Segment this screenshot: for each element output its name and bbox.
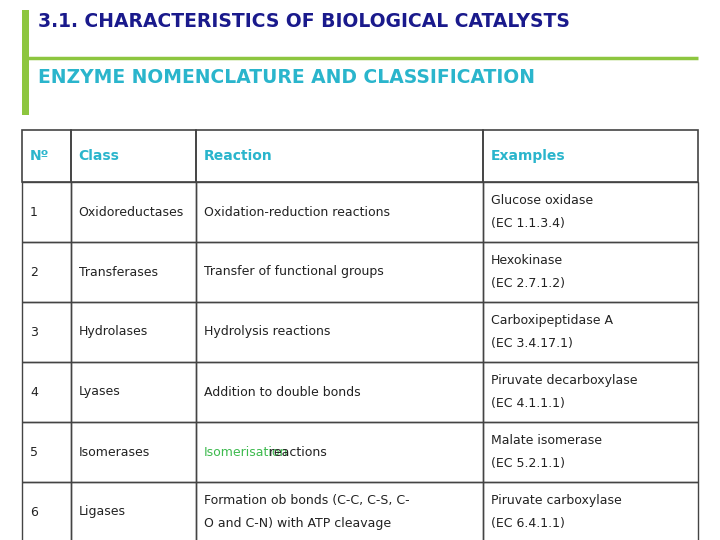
Text: (EC 1.1.3.4): (EC 1.1.3.4) xyxy=(491,217,565,230)
Bar xyxy=(71,130,196,182)
Text: Malate isomerase: Malate isomerase xyxy=(491,434,602,447)
Bar xyxy=(22,130,71,182)
Bar xyxy=(71,422,196,482)
Text: Glucose oxidase: Glucose oxidase xyxy=(491,194,593,207)
Text: Addition to double bonds: Addition to double bonds xyxy=(204,386,360,399)
Text: (EC 6.4.1.1): (EC 6.4.1.1) xyxy=(491,517,565,530)
Bar xyxy=(196,182,483,242)
Text: Hydrolases: Hydrolases xyxy=(78,326,148,339)
Bar xyxy=(483,130,698,182)
Bar xyxy=(71,182,196,242)
Text: Hydrolysis reactions: Hydrolysis reactions xyxy=(204,326,330,339)
Text: Isomerisation: Isomerisation xyxy=(204,446,288,458)
Bar xyxy=(22,242,71,302)
Text: Transfer of functional groups: Transfer of functional groups xyxy=(204,266,384,279)
Text: Transferases: Transferases xyxy=(78,266,158,279)
Bar xyxy=(22,10,29,115)
Bar xyxy=(22,302,71,362)
Text: reactions: reactions xyxy=(264,446,326,458)
Bar xyxy=(196,302,483,362)
Text: Carboxipeptidase A: Carboxipeptidase A xyxy=(491,314,613,327)
Bar xyxy=(196,130,483,182)
Bar xyxy=(196,242,483,302)
Text: Formation ob bonds (C-C, C-S, C-: Formation ob bonds (C-C, C-S, C- xyxy=(204,494,410,507)
Text: Examples: Examples xyxy=(491,149,566,163)
Text: ENZYME NOMENCLATURE AND CLASSIFICATION: ENZYME NOMENCLATURE AND CLASSIFICATION xyxy=(38,68,535,87)
Text: 3.1. CHARACTERISTICS OF BIOLOGICAL CATALYSTS: 3.1. CHARACTERISTICS OF BIOLOGICAL CATAL… xyxy=(38,12,570,31)
Bar xyxy=(71,242,196,302)
Text: 1: 1 xyxy=(30,206,38,219)
Bar xyxy=(22,482,71,540)
Bar xyxy=(483,302,698,362)
Text: 2: 2 xyxy=(30,266,38,279)
Text: 6: 6 xyxy=(30,505,38,518)
Text: Piruvate carboxylase: Piruvate carboxylase xyxy=(491,494,622,507)
Text: Oxidoreductases: Oxidoreductases xyxy=(78,206,184,219)
Bar xyxy=(22,362,71,422)
Text: 4: 4 xyxy=(30,386,38,399)
Text: Piruvate decarboxylase: Piruvate decarboxylase xyxy=(491,374,637,387)
Bar xyxy=(71,362,196,422)
Bar xyxy=(196,362,483,422)
Bar xyxy=(71,302,196,362)
Bar xyxy=(483,422,698,482)
Bar xyxy=(71,482,196,540)
Bar xyxy=(22,182,71,242)
Text: (EC 3.4.17.1): (EC 3.4.17.1) xyxy=(491,337,573,350)
Bar xyxy=(483,362,698,422)
Bar xyxy=(483,182,698,242)
Text: (EC 2.7.1.2): (EC 2.7.1.2) xyxy=(491,277,565,290)
Text: Class: Class xyxy=(78,149,120,163)
Bar xyxy=(483,242,698,302)
Text: Reaction: Reaction xyxy=(204,149,272,163)
Text: Oxidation-reduction reactions: Oxidation-reduction reactions xyxy=(204,206,390,219)
Text: O and C-N) with ATP cleavage: O and C-N) with ATP cleavage xyxy=(204,517,391,530)
Text: 5: 5 xyxy=(30,446,38,458)
Text: Ligases: Ligases xyxy=(78,505,126,518)
Text: Lyases: Lyases xyxy=(78,386,120,399)
Text: (EC 5.2.1.1): (EC 5.2.1.1) xyxy=(491,457,565,470)
Text: Hexokinase: Hexokinase xyxy=(491,254,563,267)
Text: Isomerases: Isomerases xyxy=(78,446,150,458)
Bar xyxy=(22,422,71,482)
Bar xyxy=(196,482,483,540)
Text: Nº: Nº xyxy=(30,149,50,163)
Bar xyxy=(483,482,698,540)
Bar xyxy=(196,422,483,482)
Text: (EC 4.1.1.1): (EC 4.1.1.1) xyxy=(491,397,565,410)
Text: 3: 3 xyxy=(30,326,38,339)
